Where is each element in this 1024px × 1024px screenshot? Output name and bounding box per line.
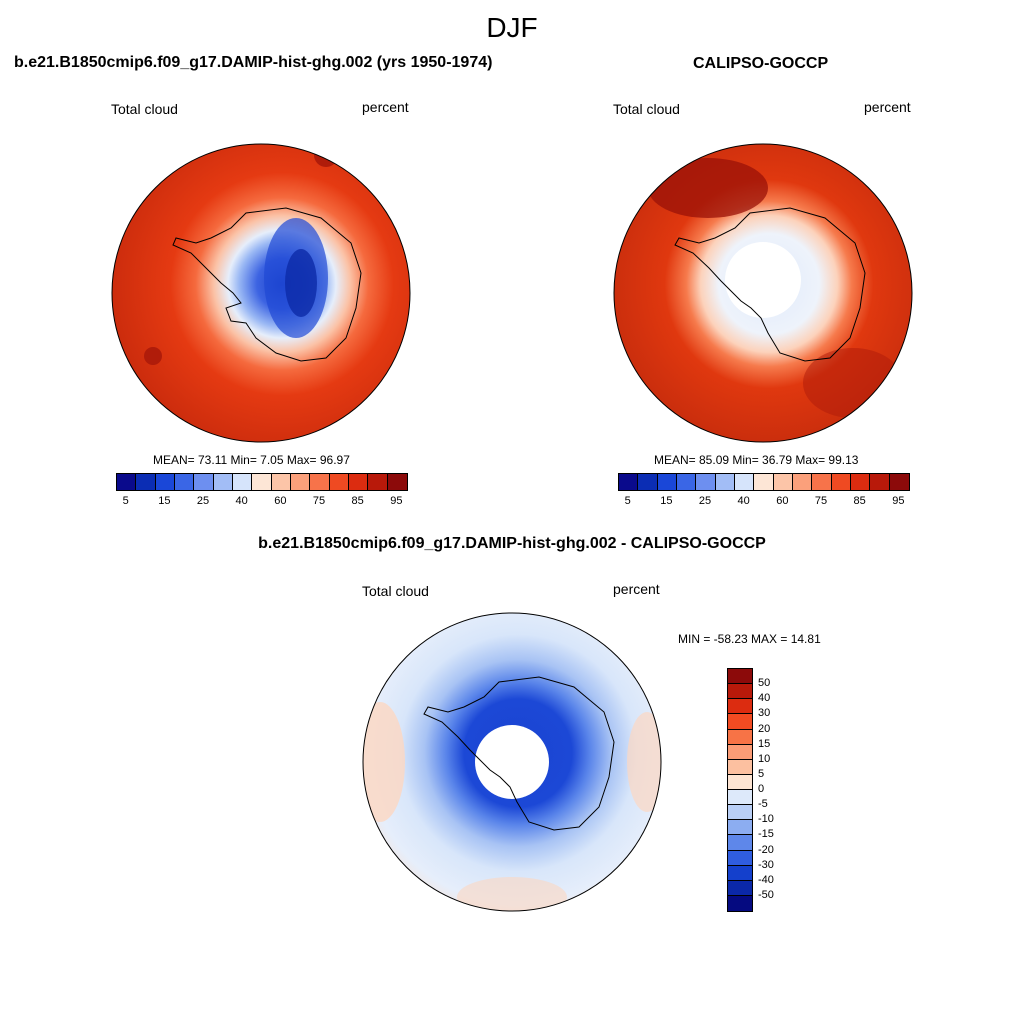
colorbar-swatch xyxy=(728,759,752,775)
colorbar-swatch xyxy=(728,729,752,745)
colorbar-swatch xyxy=(329,474,349,490)
colorbar-tick-label: 50 xyxy=(758,677,771,690)
colorbar-swatch xyxy=(870,474,890,490)
colorbar-swatch xyxy=(728,865,752,881)
colorbar-swatch xyxy=(387,474,407,490)
colorbar-swatch xyxy=(728,699,752,715)
colorbar-tick-label: 25 xyxy=(698,495,712,507)
colorbar-swatch xyxy=(348,474,369,490)
obs-units-label: percent xyxy=(864,99,911,115)
colorbar-tick-label: -50 xyxy=(758,888,774,901)
colorbar-swatch xyxy=(728,805,752,821)
colorbar-swatch xyxy=(792,474,813,490)
colorbar-tick-label: -10 xyxy=(758,813,774,826)
diff-colorbar-labels: 50 40 30 20 15 10 5 0 -5 -10 -15 -20 -30 -40 -50 xyxy=(758,668,798,910)
colorbar-tick-label: 5 xyxy=(758,767,765,780)
colorbar-tick-label: 95 xyxy=(390,495,403,507)
colorbar-tick-label: 25 xyxy=(196,495,210,507)
colorbar-tick-label: 15 xyxy=(660,495,673,507)
colorbar-tick-label: 15 xyxy=(758,737,771,750)
model-colorbar xyxy=(116,473,408,491)
colorbar-swatch xyxy=(155,474,175,490)
colorbar-swatch xyxy=(310,474,330,490)
diff-units-label: percent xyxy=(613,581,660,597)
colorbar-tick-label: -15 xyxy=(758,828,774,841)
colorbar-swatch xyxy=(728,714,752,730)
colorbar-swatch xyxy=(715,474,735,490)
model-units-label: percent xyxy=(362,99,409,115)
colorbar-swatch xyxy=(812,474,832,490)
diff-stats: MIN = -58.23 MAX = 14.81 xyxy=(678,632,821,646)
colorbar-swatch xyxy=(728,850,752,866)
colorbar-swatch xyxy=(734,474,755,490)
colorbar-tick-label: 75 xyxy=(312,495,326,507)
colorbar-tick-label: 20 xyxy=(758,722,771,735)
colorbar-tick-label: 60 xyxy=(274,495,287,507)
colorbar-tick-label: 40 xyxy=(737,495,750,507)
colorbar-swatch xyxy=(728,880,752,896)
diff-colorbar xyxy=(727,668,753,912)
diff-field-label: Total cloud xyxy=(362,583,429,599)
colorbar-tick-label: 85 xyxy=(351,495,364,507)
obs-panel-title: CALIPSO-GOCCP xyxy=(693,55,829,72)
colorbar-tick-label: 40 xyxy=(235,495,248,507)
obs-field-label: Total cloud xyxy=(613,101,680,117)
colorbar-swatch xyxy=(728,684,752,700)
colorbar-swatch xyxy=(174,474,195,490)
figure-title: DJF xyxy=(486,12,538,43)
colorbar-swatch xyxy=(619,474,639,490)
colorbar-tick-label: -40 xyxy=(758,873,774,886)
colorbar-tick-label: 40 xyxy=(758,692,771,705)
colorbar-swatch xyxy=(638,474,658,490)
model-polar-map xyxy=(111,143,411,443)
colorbar-tick-label: 30 xyxy=(758,707,771,720)
obs-stats: MEAN= 85.09 Min= 36.79 Max= 99.13 xyxy=(654,453,859,467)
colorbar-swatch xyxy=(696,474,716,490)
colorbar-swatch xyxy=(213,474,233,490)
colorbar-tick-label: 95 xyxy=(892,495,905,507)
colorbar-swatch xyxy=(194,474,214,490)
diff-polar-map xyxy=(362,612,662,912)
obs-polar-map xyxy=(613,143,913,443)
colorbar-swatch xyxy=(728,744,752,760)
colorbar-swatch xyxy=(290,474,311,490)
colorbar-tick-label: -5 xyxy=(758,798,768,811)
model-colorbar-labels: 5 15 25 40 60 75 85 95 xyxy=(116,495,406,509)
colorbar-tick-label: 5 xyxy=(122,495,129,507)
colorbar-swatch xyxy=(850,474,871,490)
colorbar-swatch xyxy=(728,774,752,790)
colorbar-swatch xyxy=(271,474,291,490)
colorbar-tick-label: 85 xyxy=(853,495,866,507)
model-panel-title: b.e21.B1850cmip6.f09_g17.DAMIP-hist-ghg.… xyxy=(14,54,493,71)
colorbar-swatch xyxy=(728,669,752,685)
colorbar-swatch xyxy=(657,474,677,490)
colorbar-tick-label: 5 xyxy=(624,495,631,507)
diff-panel-title: b.e21.B1850cmip6.f09_g17.DAMIP-hist-ghg.… xyxy=(258,535,766,552)
colorbar-swatch xyxy=(368,474,388,490)
model-stats: MEAN= 73.11 Min= 7.05 Max= 96.97 xyxy=(153,453,350,467)
obs-colorbar xyxy=(618,473,910,491)
colorbar-swatch xyxy=(232,474,253,490)
colorbar-tick-label: -20 xyxy=(758,843,774,856)
colorbar-tick-label: 15 xyxy=(158,495,171,507)
model-field-label: Total cloud xyxy=(111,101,178,117)
colorbar-swatch xyxy=(728,820,752,836)
colorbar-swatch xyxy=(728,895,752,911)
colorbar-swatch xyxy=(728,835,752,851)
colorbar-tick-label: 60 xyxy=(776,495,789,507)
colorbar-tick-label: 0 xyxy=(758,783,765,795)
colorbar-swatch xyxy=(754,474,774,490)
colorbar-swatch xyxy=(136,474,156,490)
colorbar-swatch xyxy=(676,474,697,490)
colorbar-tick-label: -30 xyxy=(758,858,774,871)
colorbar-tick-label: 10 xyxy=(758,752,771,765)
colorbar-swatch xyxy=(117,474,137,490)
colorbar-swatch xyxy=(831,474,851,490)
colorbar-tick-label: 75 xyxy=(814,495,828,507)
colorbar-swatch xyxy=(889,474,909,490)
colorbar-swatch xyxy=(773,474,793,490)
colorbar-swatch xyxy=(252,474,272,490)
obs-colorbar-labels: 5 15 25 40 60 75 85 95 xyxy=(618,495,908,509)
colorbar-swatch xyxy=(728,790,752,806)
